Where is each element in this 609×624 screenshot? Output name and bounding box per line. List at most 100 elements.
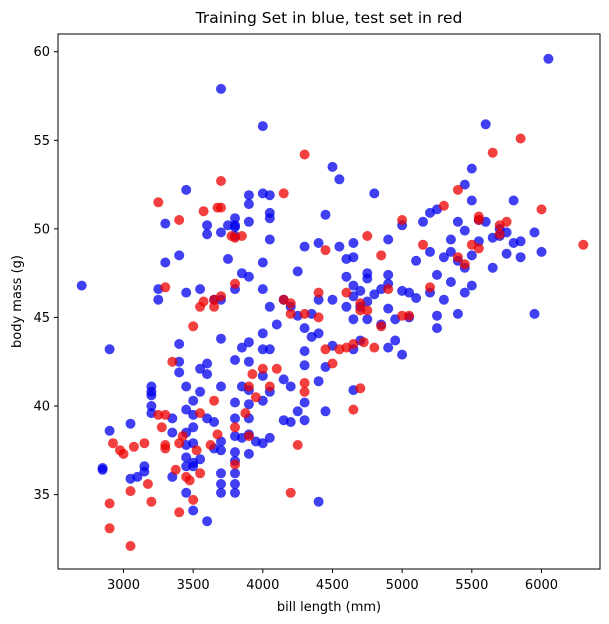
test-point: [104, 498, 115, 509]
train-point: [146, 401, 157, 411]
train-point: [438, 294, 449, 305]
train-point: [181, 404, 192, 415]
train-point: [292, 266, 303, 277]
test-point: [257, 363, 268, 374]
test-point: [156, 422, 167, 433]
test-point: [195, 408, 206, 419]
test-point: [247, 369, 258, 380]
test-point: [355, 305, 366, 316]
test-point: [362, 231, 373, 241]
test-point: [355, 383, 366, 394]
train-point: [320, 209, 331, 220]
test-point: [278, 188, 289, 199]
train-point: [195, 386, 206, 397]
y-tick-label: 45: [33, 311, 50, 326]
test-point: [243, 381, 254, 392]
train-point: [432, 323, 442, 334]
train-point: [236, 342, 247, 353]
train-point: [404, 287, 415, 298]
train-point: [285, 381, 296, 392]
test-point: [240, 408, 251, 419]
train-point: [216, 333, 226, 344]
test-point: [167, 356, 178, 367]
train-point: [411, 293, 422, 303]
test-point: [177, 431, 188, 442]
train-point: [369, 289, 380, 300]
train-point: [299, 415, 310, 426]
test-point: [174, 507, 185, 518]
x-axis: 3000 3500 4000 4500 5000 5500 6000: [107, 569, 558, 593]
test-point: [376, 321, 387, 332]
test-point: [205, 440, 216, 450]
train-point: [508, 195, 519, 206]
test-point: [348, 339, 359, 349]
test-point: [313, 287, 324, 298]
train-point: [529, 308, 540, 319]
train-point: [515, 252, 526, 263]
train-point: [348, 238, 359, 248]
train-point: [216, 487, 226, 498]
test-point: [452, 184, 463, 195]
test-point: [327, 358, 338, 369]
test-point: [188, 494, 199, 505]
train-point: [334, 241, 345, 252]
test-point: [376, 250, 387, 261]
test-point: [216, 291, 226, 302]
train-point: [487, 262, 498, 273]
y-tick-label: 60: [33, 45, 50, 60]
train-point: [383, 303, 394, 314]
train-point: [348, 314, 359, 325]
train-point: [529, 227, 540, 238]
test-point: [160, 282, 171, 293]
train-point: [383, 342, 394, 353]
x-tick-label: 4000: [246, 578, 279, 593]
test-point: [191, 445, 202, 456]
train-point: [501, 248, 512, 259]
train-point: [167, 427, 178, 438]
train-point: [438, 252, 449, 263]
train-point: [223, 254, 233, 264]
train-point: [313, 238, 324, 248]
x-tick-label: 4500: [316, 578, 349, 593]
train-point: [313, 294, 324, 305]
train-point: [202, 220, 213, 231]
x-tick-label: 6000: [525, 578, 558, 593]
train-point: [397, 349, 408, 360]
train-point: [341, 301, 352, 312]
train-point: [230, 222, 240, 233]
train-point: [230, 487, 240, 498]
train-point: [313, 496, 324, 507]
train-point: [174, 250, 185, 261]
train-point: [216, 227, 226, 238]
train-point: [257, 344, 268, 355]
train-point: [230, 413, 240, 424]
train-point: [466, 250, 477, 261]
test-point: [404, 310, 415, 321]
train-point: [202, 358, 213, 369]
train-point: [76, 280, 87, 291]
train-point: [264, 432, 275, 443]
train-point: [285, 417, 296, 427]
train-point: [383, 269, 394, 280]
y-axis: 35 40 45 50 55 60: [33, 45, 58, 503]
train-point: [257, 328, 268, 339]
test-point: [348, 404, 359, 415]
train-point: [466, 195, 477, 206]
x-axis-title: bill length (mm): [277, 600, 381, 615]
train-point: [160, 218, 171, 229]
train-point: [320, 406, 331, 417]
test-point: [230, 422, 240, 433]
train-point: [292, 406, 303, 417]
train-point: [174, 356, 185, 367]
test-point: [209, 395, 220, 406]
train-point: [459, 287, 470, 298]
train-point: [153, 294, 164, 305]
test-point: [243, 431, 254, 442]
test-point: [108, 438, 118, 449]
train-point: [104, 344, 115, 355]
test-point: [153, 197, 164, 208]
train-point: [160, 257, 171, 268]
test-point: [473, 215, 484, 225]
test-point: [425, 282, 435, 293]
x-tick-label: 3000: [107, 578, 140, 593]
